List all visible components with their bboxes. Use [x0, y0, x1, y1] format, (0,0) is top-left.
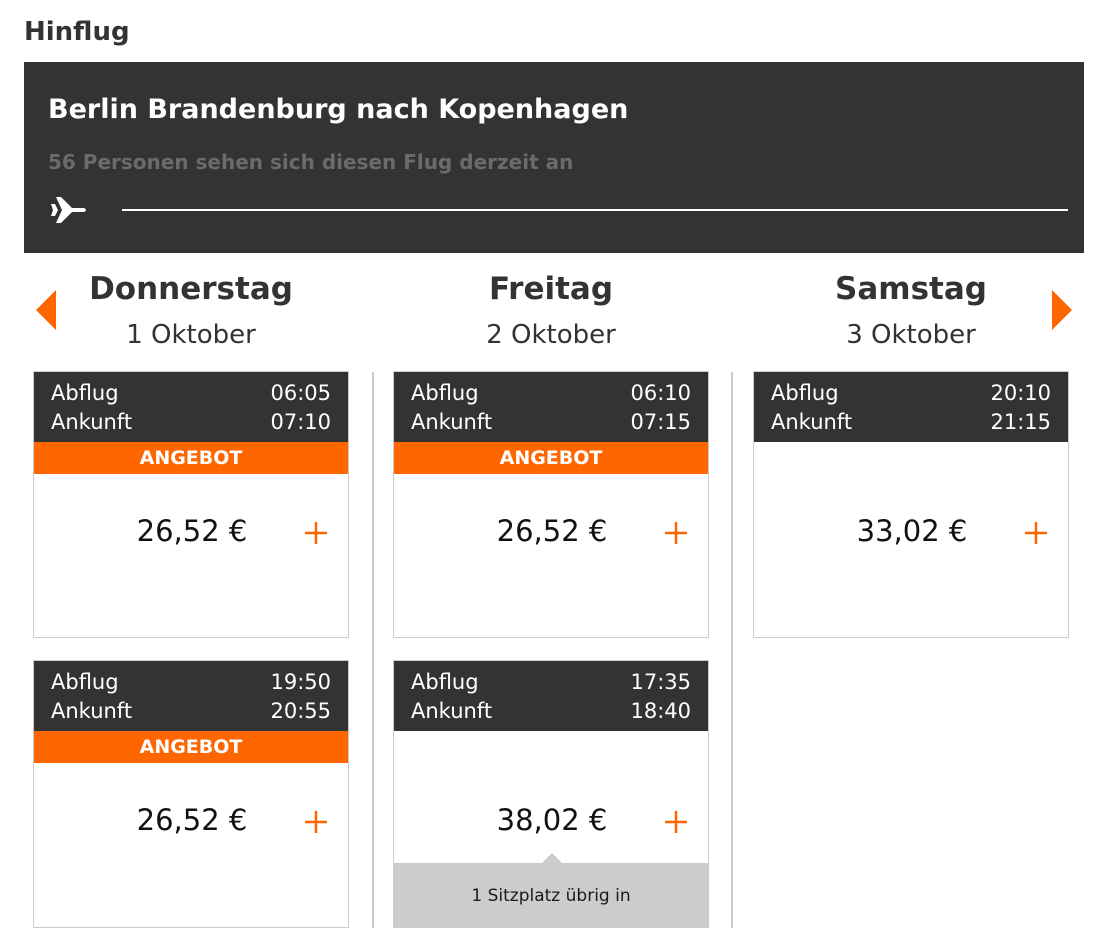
flight-card[interactable]: Abflug 20:10 Ankunft 21:15 33,02 €	[753, 371, 1069, 638]
note-pointer	[542, 853, 562, 863]
next-arrow[interactable]	[1050, 288, 1074, 332]
route: Berlin Brandenburg nach Kopenhagen	[48, 94, 629, 125]
depart-time: 20:10	[990, 381, 1051, 405]
section-title: Hinflug	[24, 17, 130, 47]
flight-card[interactable]: Abflug 06:10 Ankunft 07:15 ANGEBOT 26,52 €	[393, 371, 709, 638]
depart-time: 19:50	[270, 670, 331, 694]
column-separator	[731, 372, 733, 928]
depart-label: Abflug	[411, 381, 479, 405]
column-separator	[372, 372, 374, 928]
arrive-label: Ankunft	[411, 410, 493, 434]
arrive-time: 20:55	[270, 699, 331, 723]
prev-arrow[interactable]	[34, 288, 58, 332]
depart-label: Abflug	[51, 381, 119, 405]
seats-note: 1 Sitzplatz übrig in	[394, 863, 708, 927]
arrive-label: Ankunft	[411, 699, 493, 723]
add-button[interactable]	[303, 520, 329, 546]
arrive-label: Ankunft	[51, 699, 133, 723]
price: 33,02 €	[856, 514, 968, 548]
arrive-time: 07:15	[630, 410, 691, 434]
depart-time: 06:10	[630, 381, 691, 405]
route-banner: Berlin Brandenburg nach Kopenhagen 56 Pe…	[24, 62, 1084, 253]
arrive-time: 18:40	[630, 699, 691, 723]
arrive-label: Ankunft	[771, 410, 853, 434]
depart-time: 17:35	[630, 670, 691, 694]
depart-time: 06:05	[270, 381, 331, 405]
date: 1 Oktober	[126, 320, 256, 350]
arrive-time: 21:15	[990, 410, 1051, 434]
flight-times: Abflug 06:05 Ankunft 07:10	[34, 372, 348, 442]
route-line	[51, 197, 1068, 223]
weekday: Donnerstag	[89, 271, 293, 307]
date: 2 Oktober	[486, 320, 616, 350]
flight-card[interactable]: Abflug 06:05 Ankunft 07:10 ANGEBOT 26,52 €	[33, 371, 349, 638]
offer-badge: ANGEBOT	[34, 731, 348, 763]
add-button[interactable]	[663, 520, 689, 546]
arrive-time: 07:10	[270, 410, 331, 434]
flight-times: Abflug 17:35 Ankunft 18:40	[394, 661, 708, 731]
depart-label: Abflug	[411, 670, 479, 694]
viewers: 56 Personen sehen sich diesen Flug derze…	[48, 150, 574, 174]
weekday: Samstag	[835, 271, 987, 307]
price: 26,52 €	[136, 803, 248, 837]
flight-times: Abflug 20:10 Ankunft 21:15	[754, 372, 1068, 442]
add-button[interactable]	[303, 809, 329, 835]
flight-card[interactable]: Abflug 17:35 Ankunft 18:40 38,02 € 1 Sitzplat…	[393, 660, 709, 928]
price: 38,02 €	[496, 803, 608, 837]
price: 26,52 €	[136, 514, 248, 548]
flight-times: Abflug 19:50 Ankunft 20:55	[34, 661, 348, 731]
offer-badge: ANGEBOT	[394, 442, 708, 474]
price: 26,52 €	[496, 514, 608, 548]
arrive-label: Ankunft	[51, 410, 133, 434]
add-button[interactable]	[663, 809, 689, 835]
flight-times: Abflug 06:10 Ankunft 07:15	[394, 372, 708, 442]
offer-badge: ANGEBOT	[34, 442, 348, 474]
flight-card[interactable]: Abflug 19:50 Ankunft 20:55 ANGEBOT 26,52 €	[33, 660, 349, 928]
weekday: Freitag	[488, 271, 614, 307]
depart-label: Abflug	[771, 381, 839, 405]
date: 3 Oktober	[846, 320, 976, 350]
depart-label: Abflug	[51, 670, 119, 694]
add-button[interactable]	[1023, 520, 1049, 546]
